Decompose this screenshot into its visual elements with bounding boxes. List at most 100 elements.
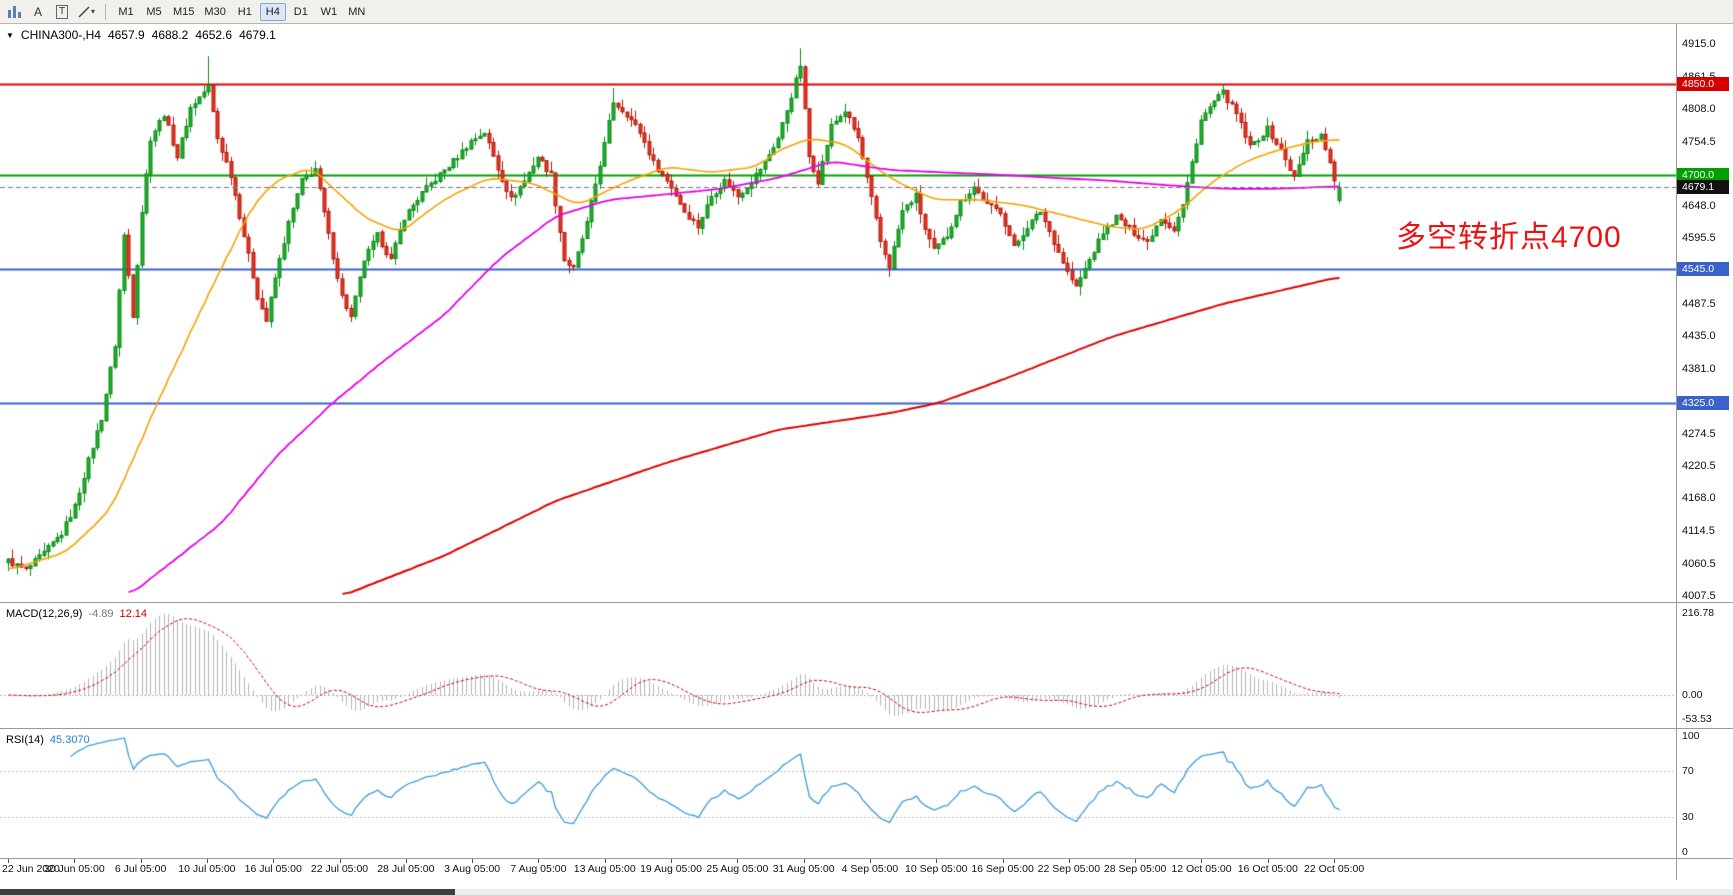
price-axis-label: 4381.0 [1682, 362, 1716, 375]
rsi-canvas[interactable] [0, 730, 1676, 858]
time-axis-label: 25 Aug 05:00 [706, 863, 769, 875]
rsi-label: RSI(14) [6, 734, 44, 746]
timeframe-mn[interactable]: MN [344, 3, 370, 21]
time-axis-tick [1003, 859, 1004, 863]
time-axis-label: 31 Aug 05:00 [772, 863, 835, 875]
main-chart-canvas[interactable] [0, 24, 1676, 600]
time-axis-border [0, 858, 1733, 859]
macd-axis-label: 0.00 [1682, 688, 1703, 701]
pane-separator[interactable] [0, 728, 1733, 729]
time-axis-label: 13 Aug 05:00 [573, 863, 636, 875]
rsi-axis-label: 30 [1682, 811, 1694, 824]
cursor-a-label: A [33, 4, 42, 19]
bar-chart-icon [7, 5, 21, 18]
timeframe-m30[interactable]: M30 [200, 3, 229, 21]
time-axis-tick [1334, 859, 1335, 863]
bar-open: 4657.9 [107, 28, 145, 42]
time-axis-label: 22 Oct 05:00 [1304, 863, 1365, 875]
time-axis-label: 12 Oct 05:00 [1171, 863, 1232, 875]
text-tool-label: T [55, 4, 69, 19]
cursor-a-button[interactable]: A [27, 2, 49, 21]
time-axis-tick [472, 859, 473, 863]
top-toolbar: A T ▾ M1 M5 M15 M30 H1 H4 D1 W1 MN [0, 0, 1733, 24]
timeframe-m5[interactable]: M5 [141, 3, 167, 21]
time-axis-tick [1069, 859, 1070, 863]
time-axis-label: 4 Sep 05:00 [841, 863, 899, 875]
chart-grid-icon[interactable] [3, 2, 25, 21]
horizontal-scrollbar[interactable] [0, 889, 1733, 895]
time-axis-tick [1268, 859, 1269, 863]
time-axis-tick [8, 859, 9, 863]
macd-signal-value: 12.14 [119, 608, 148, 620]
macd-main-value: -4.89 [88, 608, 114, 620]
rsi-axis-label: 70 [1682, 764, 1694, 777]
pane-separator[interactable] [0, 602, 1733, 603]
time-axis-label: 22 Jun 2020 [2, 863, 60, 875]
rsi-axis-label: 0 [1682, 846, 1688, 858]
rsi-header: RSI(14) 45.3070 [6, 734, 90, 746]
text-tool-button[interactable]: T [51, 2, 73, 21]
timeframe-m15[interactable]: M15 [169, 3, 198, 21]
time-axis-tick [406, 859, 407, 863]
time-axis-tick [273, 859, 274, 863]
timeframe-group: M1 M5 M15 M30 H1 H4 D1 W1 MN [113, 2, 370, 21]
time-axis-tick [936, 859, 937, 863]
price-axis-label: 4595.5 [1682, 232, 1716, 245]
price-badge: 4850.0 [1677, 76, 1729, 91]
timeframe-h1[interactable]: H1 [232, 3, 258, 21]
time-axis-tick [671, 859, 672, 863]
timeframe-d1[interactable]: D1 [288, 3, 314, 21]
price-axis-border [1676, 24, 1677, 880]
price-axis-label: 4915.0 [1682, 38, 1716, 50]
time-axis-label: 28 Jul 05:00 [377, 863, 435, 875]
caret-down-icon: ▾ [91, 7, 96, 16]
price-axis-label: 4808.0 [1682, 103, 1716, 116]
time-axis-tick [870, 859, 871, 863]
time-axis-tick [141, 859, 142, 863]
timeframe-h4[interactable]: H4 [259, 2, 286, 21]
time-axis-label: 22 Jul 05:00 [310, 863, 369, 875]
time-axis-label: 28 Sep 05:00 [1103, 863, 1167, 875]
toolbar-separator [105, 3, 107, 20]
price-axis-label: 4060.5 [1682, 557, 1716, 570]
price-axis-label: 4754.5 [1682, 135, 1716, 148]
macd-label: MACD(12,26,9) [6, 608, 83, 620]
time-axis-tick [74, 859, 75, 863]
time-axis-tick [804, 859, 805, 863]
timeframe-w1[interactable]: W1 [316, 3, 342, 21]
price-axis-label: 4648.0 [1682, 200, 1716, 213]
price-axis-label: 4274.5 [1682, 427, 1716, 440]
symbol-header: ▼ CHINA300-,H4 4657.9 4688.2 4652.6 4679… [6, 28, 276, 42]
price-axis-label: 4168.0 [1682, 492, 1716, 505]
time-axis-label: 10 Jul 05:00 [178, 863, 236, 875]
time-axis-tick [340, 859, 341, 863]
time-axis-label: 16 Jul 05:00 [244, 863, 302, 875]
time-axis-tick [737, 859, 738, 863]
bar-close: 4679.1 [239, 28, 276, 42]
collapse-triangle-icon[interactable]: ▼ [6, 30, 14, 40]
time-axis-label: 22 Sep 05:00 [1037, 863, 1101, 875]
price-badge: 4700.0 [1677, 167, 1729, 182]
time-axis-tick [207, 859, 208, 863]
price-badge: 4545.0 [1677, 262, 1729, 277]
chart-window: ▼ CHINA300-,H4 4657.9 4688.2 4652.6 4679… [0, 24, 1733, 895]
price-axis-label: 4435.0 [1682, 329, 1716, 342]
time-axis-label: 30 Jun 05:00 [43, 863, 105, 875]
time-axis-label: 3 Aug 05:00 [444, 863, 501, 875]
time-axis-label: 10 Sep 05:00 [905, 863, 968, 875]
time-axis-label: 19 Aug 05:00 [640, 863, 702, 875]
time-axis-label: 7 Aug 05:00 [510, 863, 567, 875]
time-axis-tick [1201, 859, 1202, 863]
macd-axis-label: 216.78 [1682, 607, 1715, 619]
scrollbar-thumb[interactable] [0, 889, 455, 895]
price-axis-label: 4007.5 [1682, 590, 1716, 603]
price-axis-label: 4487.5 [1682, 298, 1716, 311]
time-axis-label: 16 Sep 05:00 [971, 863, 1034, 875]
line-tool-dropdown[interactable]: ▾ [75, 2, 98, 21]
trendline-icon [78, 5, 90, 18]
price-badge: 4679.1 [1677, 180, 1729, 195]
timeframe-m1[interactable]: M1 [113, 3, 139, 21]
chart-annotation-text: 多空转折点4700 [1396, 221, 1622, 254]
macd-canvas[interactable] [0, 604, 1676, 726]
